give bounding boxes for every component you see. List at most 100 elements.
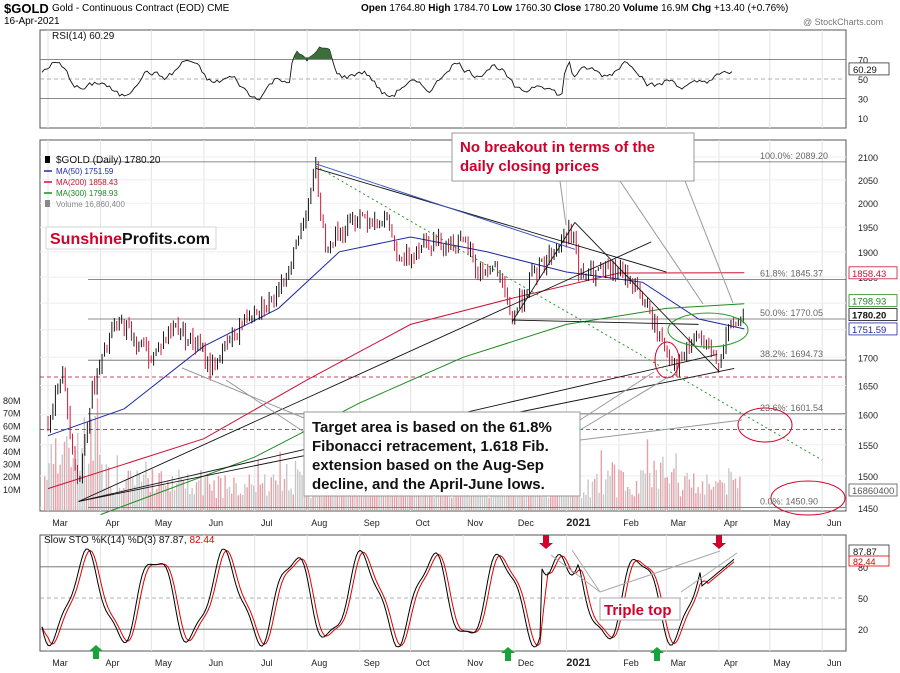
x-tick-label-sto: Sep bbox=[364, 658, 380, 668]
x-tick-label-sto: Mar bbox=[671, 658, 687, 668]
annotation-layer bbox=[45, 132, 846, 661]
volume-bar bbox=[191, 487, 193, 510]
volume-bar bbox=[646, 439, 649, 510]
volume-bar bbox=[501, 488, 503, 510]
volume-bar bbox=[160, 471, 162, 510]
trend-line bbox=[574, 222, 720, 372]
volume-bar bbox=[739, 476, 741, 510]
x-tick-label-sto: Jun bbox=[209, 658, 224, 668]
close-label: Close bbox=[553, 3, 582, 14]
volume-bar bbox=[167, 481, 169, 510]
volume-bar bbox=[239, 493, 242, 510]
green-up-arrow bbox=[89, 645, 103, 659]
volume-bar bbox=[532, 490, 534, 510]
volume-tick-label: 70M bbox=[3, 409, 21, 419]
volume-bar bbox=[70, 467, 72, 510]
volume-bar bbox=[629, 489, 631, 510]
fib-label: 0.0%: 1450.90 bbox=[760, 496, 818, 506]
red-down-arrow bbox=[712, 535, 726, 549]
right-value-box bbox=[848, 294, 898, 308]
volume-bar bbox=[193, 494, 195, 510]
volume-tick-label: 80M bbox=[3, 396, 21, 406]
brand-part1: Sunshine bbox=[50, 231, 122, 248]
rsi-value-label: 60.29 bbox=[853, 65, 877, 76]
sto-legend: Slow STO %K(14) %D(3) 87.87, 82.44 bbox=[44, 535, 215, 546]
x-tick-label: Jun bbox=[209, 518, 224, 528]
volume-bar bbox=[653, 460, 655, 510]
x-tick-label-sto: Dec bbox=[518, 658, 535, 668]
volume-bar bbox=[184, 488, 187, 510]
right-value-label: 1858.43 bbox=[852, 269, 886, 280]
volume-bar bbox=[294, 460, 297, 510]
volume-bar bbox=[704, 494, 706, 510]
volume-bar bbox=[435, 484, 437, 510]
volume-bar bbox=[589, 497, 591, 510]
volume-tick-label: 40M bbox=[3, 447, 21, 457]
volume-bar bbox=[204, 476, 206, 510]
volume-bar bbox=[732, 480, 734, 510]
price-tick-label: 1600 bbox=[858, 411, 878, 421]
volume-bar bbox=[609, 475, 611, 510]
volume-bar bbox=[325, 490, 327, 510]
x-tick-label-sto: Apr bbox=[106, 658, 120, 668]
volume-bar bbox=[701, 481, 704, 510]
volume-bar bbox=[437, 489, 440, 510]
volume-bar bbox=[246, 487, 248, 510]
volume-bar bbox=[156, 488, 158, 510]
volume-bar bbox=[114, 495, 116, 510]
volume-bar bbox=[211, 490, 213, 510]
volume-bar bbox=[178, 469, 180, 510]
volume-bar bbox=[585, 494, 587, 510]
volume-bar bbox=[72, 457, 74, 510]
volume-bar bbox=[721, 482, 723, 510]
x-tick-label-sto: 2021 bbox=[566, 657, 590, 669]
open-label: Open bbox=[361, 3, 387, 14]
rsi-tick-label: 10 bbox=[858, 114, 868, 124]
volume-bar bbox=[63, 441, 66, 510]
trend-line bbox=[78, 241, 652, 502]
rsi-tick-label: 70 bbox=[858, 55, 868, 65]
price-tick-label: 1900 bbox=[858, 248, 878, 258]
grid-layer bbox=[39, 29, 847, 652]
volume-bar bbox=[173, 489, 176, 510]
volume-bar bbox=[299, 471, 301, 510]
volume-bar bbox=[123, 488, 125, 510]
volume-bar bbox=[510, 493, 512, 510]
volume-bar bbox=[723, 483, 726, 510]
volume-bar bbox=[616, 497, 618, 510]
x-tick-label-sto: Feb bbox=[623, 658, 639, 668]
x-tick-label: Apr bbox=[724, 518, 738, 528]
open-value: 1764.80 bbox=[389, 3, 426, 14]
rsi-value-box bbox=[848, 62, 890, 76]
green-ellipse bbox=[667, 312, 749, 348]
volume-bar bbox=[121, 489, 123, 510]
chg-label: Chg bbox=[691, 3, 712, 14]
volume-bar bbox=[657, 488, 660, 510]
chg-value: +13.40 (+0.76%) bbox=[713, 3, 789, 14]
x-tick-label: May bbox=[155, 518, 173, 528]
volume-bar bbox=[217, 475, 220, 510]
volume-bar bbox=[358, 494, 360, 510]
volume-bar bbox=[308, 490, 310, 510]
volume-bar bbox=[453, 493, 455, 510]
target-callout-line: decline, and the April-June lows. bbox=[312, 476, 545, 493]
volume-bar bbox=[165, 485, 167, 510]
volume-bar bbox=[255, 491, 257, 510]
volume-bar bbox=[488, 497, 490, 510]
volume-bar bbox=[431, 486, 433, 510]
sto-d-box bbox=[848, 555, 890, 567]
volume-bar bbox=[631, 494, 633, 510]
rsi-line bbox=[41, 46, 733, 101]
volume-bar bbox=[693, 473, 695, 510]
volume-bar bbox=[635, 480, 638, 510]
volume-bar bbox=[147, 478, 149, 510]
right-value-box bbox=[848, 483, 898, 497]
moving-average-layer bbox=[47, 236, 745, 516]
volume-bar bbox=[486, 495, 488, 510]
target-pointer bbox=[181, 367, 305, 419]
close-value: 1780.20 bbox=[583, 3, 621, 14]
sto-tick-label: 20 bbox=[858, 625, 868, 635]
volume-bar bbox=[556, 494, 558, 510]
target-pointer bbox=[579, 375, 671, 431]
stochastic-layer bbox=[40, 548, 846, 648]
